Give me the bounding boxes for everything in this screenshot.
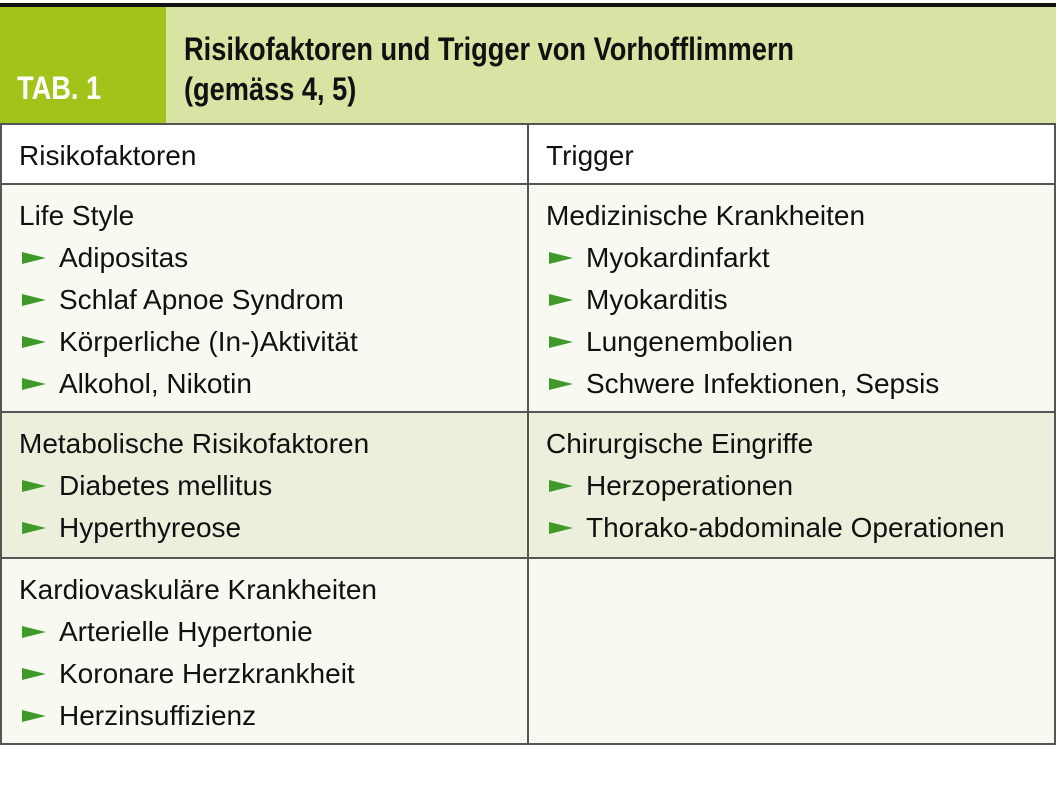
list-item: Thorako-abdominale Operationen	[546, 507, 1054, 549]
table-cell-left: Kardiovaskuläre Krankheiten Arterielle Hy…	[0, 557, 529, 745]
arrow-bullet-icon	[549, 378, 573, 390]
list-item: Schlaf Apnoe Syndrom	[19, 279, 527, 321]
cell-heading: Medizinische Krankheiten	[546, 200, 866, 231]
cell-heading: Kardiovaskuläre Krankheiten	[19, 574, 377, 605]
list-item-text: Myokarditis	[586, 284, 728, 315]
list-item-text: Diabetes mellitus	[59, 470, 273, 501]
arrow-bullet-icon	[22, 710, 46, 722]
table-row: Kardiovaskuläre Krankheiten Arterielle Hy…	[0, 557, 1056, 745]
table-cell-left: Life Style Adipositas Schlaf Apnoe Syndrom…	[0, 183, 529, 413]
list-item-text: Herzoperationen	[586, 470, 794, 501]
list-item-text: Körperliche (In-)Aktivität	[59, 326, 358, 357]
table-title: Risikofaktoren und Trigger von Vorhoffli…	[184, 31, 795, 107]
table-cell-right	[527, 557, 1056, 745]
list-item: Koronare Herzkrankheit	[19, 653, 527, 695]
table-title-box: Risikofaktoren und Trigger von Vorhoffli…	[166, 7, 1056, 123]
arrow-bullet-icon	[22, 668, 46, 680]
list-item-text: Myokardinfarkt	[586, 242, 770, 273]
list-item: Herzoperationen	[546, 465, 1054, 507]
cell-heading: Life Style	[19, 200, 135, 231]
list-item: Diabetes mellitus	[19, 465, 527, 507]
column-header-trigger: Trigger	[527, 123, 1056, 185]
list-item-text: Hyperthyreose	[59, 512, 242, 543]
list-item-text: Koronare Herzkrankheit	[59, 658, 355, 689]
arrow-bullet-icon	[549, 522, 573, 534]
risk-table: Risikofaktoren Trigger Life Style Adiposi…	[0, 123, 1056, 745]
arrow-bullet-icon	[22, 522, 46, 534]
arrow-bullet-icon	[22, 336, 46, 348]
list-item-text: Lungenembolien	[586, 326, 794, 357]
arrow-bullet-icon	[22, 626, 46, 638]
list-item-text: Arterielle Hypertonie	[59, 616, 313, 647]
column-header-risikofaktoren: Risikofaktoren	[0, 123, 529, 185]
table-cell-left: Metabolische Risikofaktoren Diabetes mell…	[0, 411, 529, 559]
list-item: Hyperthyreose	[19, 507, 527, 549]
list-item-text: Alkohol, Nikotin	[59, 368, 252, 399]
list-item: Myokardinfarkt	[546, 237, 1054, 279]
list-item: Schwere Infektionen, Sepsis	[546, 363, 1054, 405]
list-item: Herzinsuffizienz	[19, 695, 527, 737]
cell-heading: Metabolische Risikofaktoren	[19, 428, 370, 459]
list-item-text: Thorako-abdominale Operationen	[586, 512, 1005, 543]
list-item-text: Schwere Infektionen, Sepsis	[586, 368, 940, 399]
arrow-bullet-icon	[22, 252, 46, 264]
list-item-text: Herzinsuffizienz	[59, 700, 257, 731]
arrow-bullet-icon	[22, 480, 46, 492]
table-row: Life Style Adipositas Schlaf Apnoe Syndrom…	[0, 183, 1056, 413]
list-item-text: Adipositas	[59, 242, 189, 273]
list-item: Alkohol, Nikotin	[19, 363, 527, 405]
table-number-box: TAB. 1	[0, 7, 166, 123]
table-cell-right: Medizinische Krankheiten Myokardinfarkt My…	[527, 183, 1056, 413]
header-row: Risikofaktoren Trigger	[0, 123, 1056, 185]
list-item-text: Schlaf Apnoe Syndrom	[59, 284, 344, 315]
arrow-bullet-icon	[549, 336, 573, 348]
arrow-bullet-icon	[22, 378, 46, 390]
arrow-bullet-icon	[549, 294, 573, 306]
table-cell-right: Chirurgische Eingriffe Herzoperationen Tho…	[527, 411, 1056, 559]
list-item: Myokarditis	[546, 279, 1054, 321]
table-row: Metabolische Risikofaktoren Diabetes mell…	[0, 411, 1056, 559]
list-item: Adipositas	[19, 237, 527, 279]
arrow-bullet-icon	[549, 252, 573, 264]
arrow-bullet-icon	[549, 480, 573, 492]
list-item: Lungenembolien	[546, 321, 1054, 363]
list-item: Arterielle Hypertonie	[19, 611, 527, 653]
table-number: TAB. 1	[17, 70, 102, 106]
arrow-bullet-icon	[22, 294, 46, 306]
list-item: Körperliche (In-)Aktivität	[19, 321, 527, 363]
cell-heading: Chirurgische Eingriffe	[546, 428, 814, 459]
top-rule	[0, 3, 1056, 7]
